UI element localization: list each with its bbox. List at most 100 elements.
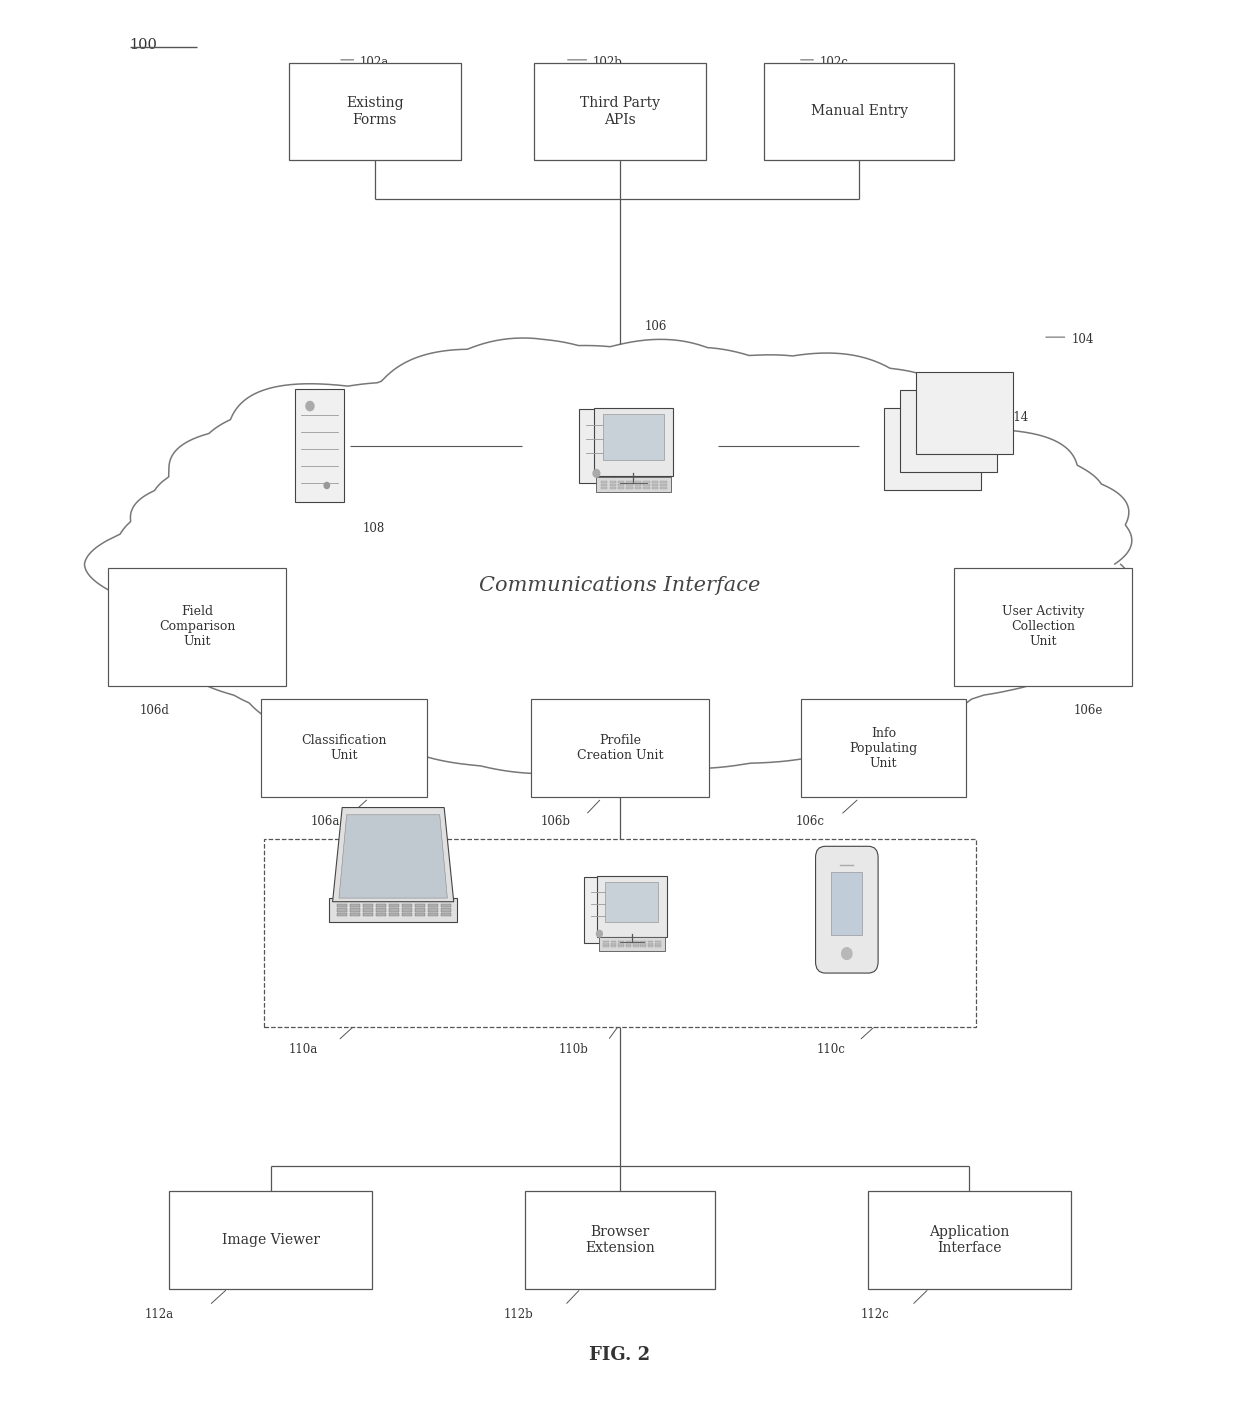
FancyBboxPatch shape (619, 943, 624, 944)
FancyBboxPatch shape (632, 943, 639, 944)
Text: 106b: 106b (541, 815, 570, 827)
FancyBboxPatch shape (916, 371, 1013, 454)
FancyBboxPatch shape (635, 481, 641, 484)
FancyBboxPatch shape (329, 898, 458, 922)
FancyBboxPatch shape (363, 909, 373, 912)
FancyBboxPatch shape (262, 699, 427, 796)
FancyBboxPatch shape (441, 913, 451, 916)
Text: 106e: 106e (1074, 704, 1104, 716)
Text: 106d: 106d (139, 704, 169, 716)
FancyBboxPatch shape (604, 946, 609, 947)
FancyBboxPatch shape (610, 484, 616, 485)
FancyBboxPatch shape (415, 903, 425, 908)
FancyBboxPatch shape (610, 487, 616, 488)
FancyBboxPatch shape (428, 909, 438, 912)
FancyBboxPatch shape (376, 909, 386, 912)
FancyBboxPatch shape (816, 846, 878, 974)
Text: Image Viewer: Image Viewer (222, 1233, 320, 1247)
FancyBboxPatch shape (632, 941, 639, 943)
FancyBboxPatch shape (601, 484, 608, 485)
FancyBboxPatch shape (635, 487, 641, 488)
Text: Existing
Forms: Existing Forms (346, 96, 403, 127)
Text: 112a: 112a (144, 1309, 174, 1321)
FancyBboxPatch shape (264, 840, 976, 1027)
FancyBboxPatch shape (389, 913, 399, 916)
FancyBboxPatch shape (626, 487, 632, 488)
FancyBboxPatch shape (884, 408, 981, 491)
FancyBboxPatch shape (584, 877, 615, 943)
FancyBboxPatch shape (647, 946, 653, 947)
FancyBboxPatch shape (660, 487, 667, 488)
Text: 112b: 112b (503, 1309, 533, 1321)
FancyBboxPatch shape (626, 943, 631, 944)
FancyBboxPatch shape (389, 903, 399, 908)
FancyBboxPatch shape (647, 941, 653, 943)
FancyBboxPatch shape (525, 1192, 715, 1289)
FancyBboxPatch shape (626, 481, 632, 484)
FancyBboxPatch shape (441, 903, 451, 908)
Circle shape (596, 930, 603, 937)
FancyBboxPatch shape (660, 481, 667, 484)
Text: 102b: 102b (593, 56, 622, 69)
FancyBboxPatch shape (337, 909, 347, 912)
Polygon shape (84, 338, 1132, 774)
FancyBboxPatch shape (376, 913, 386, 916)
FancyBboxPatch shape (604, 941, 609, 943)
FancyBboxPatch shape (640, 943, 646, 944)
Text: 114: 114 (1006, 411, 1028, 424)
FancyBboxPatch shape (900, 390, 997, 473)
FancyBboxPatch shape (611, 941, 616, 943)
Text: 106: 106 (645, 321, 667, 333)
FancyBboxPatch shape (618, 481, 624, 484)
Circle shape (306, 401, 314, 411)
FancyBboxPatch shape (831, 872, 862, 934)
FancyBboxPatch shape (635, 484, 641, 485)
FancyBboxPatch shape (611, 946, 616, 947)
Text: 110a: 110a (289, 1044, 319, 1057)
FancyBboxPatch shape (632, 946, 639, 947)
Text: 106a: 106a (311, 815, 341, 827)
FancyBboxPatch shape (647, 943, 653, 944)
FancyBboxPatch shape (868, 1192, 1070, 1289)
Text: Profile
Creation Unit: Profile Creation Unit (577, 734, 663, 763)
FancyBboxPatch shape (603, 414, 663, 460)
FancyBboxPatch shape (626, 941, 631, 943)
Text: 112c: 112c (861, 1309, 889, 1321)
FancyBboxPatch shape (351, 909, 360, 912)
Text: FIG. 2: FIG. 2 (589, 1346, 651, 1365)
Circle shape (593, 470, 600, 477)
FancyBboxPatch shape (415, 913, 425, 916)
Polygon shape (332, 808, 454, 902)
Text: Classification
Unit: Classification Unit (301, 734, 387, 763)
Circle shape (324, 483, 330, 488)
Text: 102c: 102c (820, 56, 848, 69)
FancyBboxPatch shape (640, 941, 646, 943)
FancyBboxPatch shape (652, 487, 658, 488)
FancyBboxPatch shape (599, 937, 665, 951)
FancyBboxPatch shape (764, 63, 954, 160)
Text: 102a: 102a (360, 56, 389, 69)
FancyBboxPatch shape (801, 699, 966, 796)
FancyBboxPatch shape (655, 946, 661, 947)
FancyBboxPatch shape (376, 903, 386, 908)
FancyBboxPatch shape (618, 487, 624, 488)
FancyBboxPatch shape (402, 913, 412, 916)
FancyBboxPatch shape (363, 903, 373, 908)
Text: Info
Populating
Unit: Info Populating Unit (849, 726, 918, 770)
Text: 100: 100 (129, 38, 157, 52)
FancyBboxPatch shape (618, 484, 624, 485)
FancyBboxPatch shape (652, 481, 658, 484)
Text: Manual Entry: Manual Entry (811, 104, 908, 118)
FancyBboxPatch shape (604, 943, 609, 944)
FancyBboxPatch shape (605, 882, 658, 922)
Text: 104: 104 (1071, 333, 1094, 346)
Polygon shape (339, 815, 448, 898)
FancyBboxPatch shape (351, 903, 360, 908)
FancyBboxPatch shape (441, 909, 451, 912)
FancyBboxPatch shape (619, 946, 624, 947)
FancyBboxPatch shape (363, 913, 373, 916)
Text: 110b: 110b (559, 1044, 589, 1057)
FancyBboxPatch shape (351, 913, 360, 916)
FancyBboxPatch shape (644, 484, 650, 485)
FancyBboxPatch shape (640, 946, 646, 947)
